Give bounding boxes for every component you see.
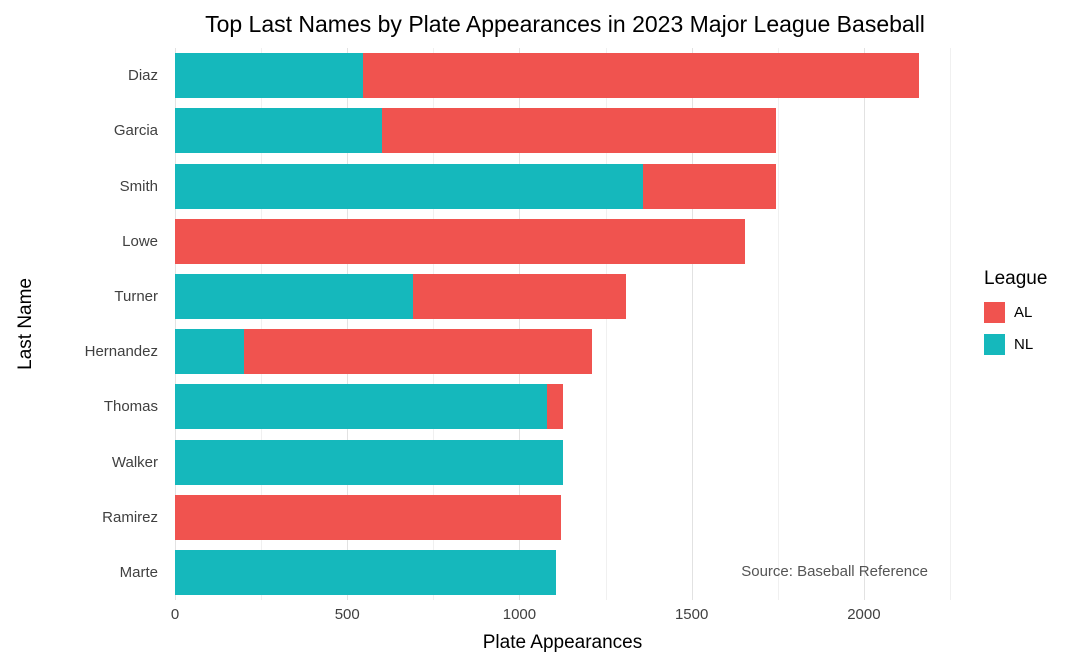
- bar-row: [175, 158, 950, 213]
- bar-segment-al: [412, 273, 627, 319]
- legend: League AL NL: [984, 268, 1047, 366]
- gridline: [175, 48, 176, 600]
- chart-title: Top Last Names by Plate Appearances in 2…: [205, 11, 925, 37]
- source-annotation: Source: Baseball Reference: [741, 563, 928, 580]
- bar-row: [175, 545, 950, 600]
- bar-rows: [175, 48, 950, 600]
- gridline: [691, 48, 693, 600]
- bar-segment-nl: [175, 273, 413, 319]
- plot-panel: Source: Baseball Reference: [175, 48, 951, 600]
- gridline: [347, 48, 349, 600]
- bar-segment-nl: [175, 163, 644, 209]
- y-tick-label: Walker: [111, 453, 158, 471]
- bar-segment-nl: [175, 439, 563, 485]
- legend-entry: NL: [984, 334, 1047, 355]
- legend-label: AL: [1014, 304, 1033, 321]
- x-tick-label: 1000: [502, 606, 537, 623]
- gridline: [777, 48, 779, 600]
- legend-label: NL: [1014, 336, 1034, 353]
- y-tick-label: Smith: [119, 177, 158, 195]
- y-axis-title-wrap: Last Name: [12, 48, 40, 600]
- bar-segment-nl: [175, 329, 244, 375]
- y-tick-label: Turner: [114, 287, 158, 305]
- x-tick-label: 2000: [847, 606, 881, 623]
- bar-row: [175, 269, 950, 324]
- y-tick-label: Thomas: [103, 398, 158, 416]
- y-tick-label: Diaz: [127, 67, 158, 85]
- y-tick-label: Ramirez: [102, 508, 158, 526]
- gridline: [605, 48, 607, 600]
- bar-segment-al: [362, 53, 919, 99]
- legend-swatch: [984, 302, 1005, 323]
- legend-title: League: [984, 268, 1048, 289]
- gridline: [950, 48, 951, 600]
- y-axis-title: Last Name: [15, 278, 36, 370]
- gridline: [863, 48, 865, 600]
- legend-swatch: [984, 334, 1005, 355]
- gridline: [433, 48, 435, 600]
- bar-row: [175, 324, 950, 379]
- bar-row: [175, 214, 950, 269]
- bar-row: [175, 434, 950, 489]
- x-tick-label: 1500: [674, 606, 709, 623]
- y-tick-label: Marte: [119, 563, 158, 581]
- bar-segment-al: [643, 163, 777, 209]
- bar-row: [175, 490, 950, 545]
- bar-segment-al: [175, 494, 561, 540]
- legend-entry: AL: [984, 302, 1047, 323]
- bar-segment-nl: [175, 384, 547, 430]
- gridline: [261, 48, 263, 600]
- bar-segment-nl: [175, 53, 363, 99]
- x-axis-tick-labels: 0 500 1000 1500 2000: [171, 606, 950, 624]
- x-tick-label: 500: [334, 606, 360, 623]
- y-tick-label: Lowe: [122, 232, 158, 250]
- x-tick-label: 0: [170, 606, 180, 623]
- bar-segment-al: [547, 384, 563, 430]
- bar-row: [175, 379, 950, 434]
- bar-segment-al: [175, 218, 746, 264]
- y-tick-label: Hernandez: [84, 343, 158, 361]
- bar-row: [175, 103, 950, 158]
- y-axis-tick-labels: Diaz Garcia Smith Lowe Turner Hernandez Thomas…: [40, 48, 160, 600]
- gridline: [519, 48, 521, 600]
- bar-segment-nl: [175, 108, 382, 154]
- bar-segment-nl: [175, 549, 556, 595]
- bar-row: [175, 48, 950, 103]
- x-axis-title: Plate Appearances: [482, 632, 643, 653]
- bar-segment-al: [243, 329, 592, 375]
- y-tick-label: Garcia: [113, 122, 158, 140]
- legend-entries: AL NL: [984, 302, 1047, 355]
- bar-segment-al: [381, 108, 777, 154]
